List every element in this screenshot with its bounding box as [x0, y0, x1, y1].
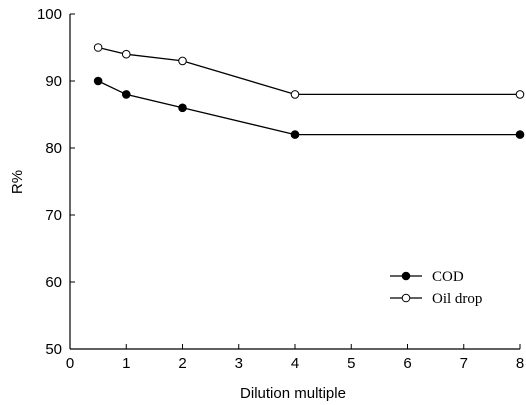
data-point-cod	[93, 76, 103, 86]
data-point-cod	[121, 90, 131, 99]
x-tick-label: 3	[235, 355, 243, 372]
series-line-oil-drop	[97, 46, 520, 96]
y-axis-label: R%	[9, 170, 26, 194]
data-point-cod	[290, 130, 300, 139]
legend-marker	[401, 293, 411, 303]
y-tick-label: 80	[45, 140, 62, 157]
legend: COD Oil drop	[390, 269, 482, 307]
y-tick-label: 100	[37, 6, 62, 23]
x-tick-label: 4	[291, 355, 299, 372]
legend-label: COD	[432, 269, 464, 285]
data-point-oil-drop	[290, 90, 300, 99]
series-layer	[93, 43, 525, 139]
legend-item-oil-drop: Oil drop	[390, 291, 482, 307]
ticks: 0 1 2 3 4 5 6 7 8 50 60 70 80 90 100	[37, 6, 524, 372]
x-tick-label: 1	[122, 355, 130, 372]
y-tick-label: 60	[45, 274, 62, 291]
data-point-oil-drop	[121, 49, 131, 59]
x-tick-label: 6	[403, 355, 411, 372]
series-cod	[93, 76, 525, 139]
y-tick-label: 90	[45, 73, 62, 90]
y-tick-label: 70	[45, 207, 62, 224]
data-point-oil-drop	[178, 56, 187, 66]
legend-marker	[401, 271, 411, 281]
data-point-oil-drop	[93, 43, 103, 52]
x-tick-label: 7	[460, 355, 468, 372]
x-tick-label: 8	[516, 355, 524, 372]
data-point-oil-drop	[515, 90, 525, 99]
series-oil-drop	[93, 43, 525, 99]
data-point-cod	[178, 103, 187, 113]
y-tick-label: 50	[45, 341, 62, 358]
x-axis-label: Dilution multiple	[240, 385, 346, 402]
data-point-cod	[515, 130, 525, 139]
x-tick-label: 2	[178, 355, 186, 372]
series-line-cod	[97, 80, 520, 136]
legend-label: Oil drop	[432, 291, 482, 307]
x-tick-label: 0	[66, 355, 74, 372]
x-tick-label: 5	[347, 355, 355, 372]
legend-item-cod: COD	[390, 269, 464, 285]
